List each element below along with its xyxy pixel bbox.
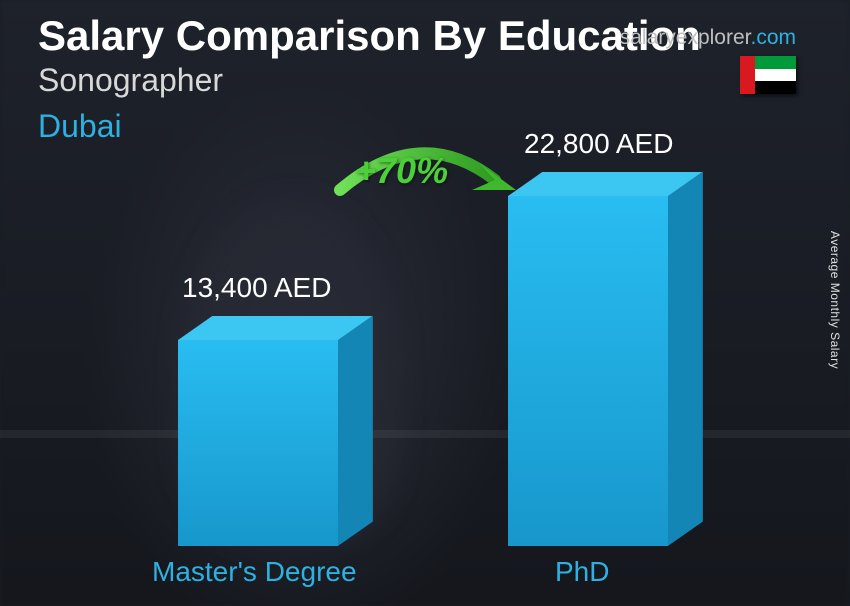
bar-front-face: [178, 340, 338, 546]
bar-chart: 13,400 AED Master's Degree 22,800 AED PhD: [0, 0, 850, 606]
chart-bar: [178, 340, 338, 546]
bar-top-face: [178, 316, 372, 340]
bar-front-face: [508, 196, 668, 546]
bar-category-label: Master's Degree: [152, 556, 357, 588]
bar-side-face: [668, 172, 703, 546]
bar-value-label: 22,800 AED: [524, 128, 673, 160]
chart-bar: [508, 196, 668, 546]
bar-side-face: [338, 316, 373, 546]
bar-value-label: 13,400 AED: [182, 272, 331, 304]
bar-category-label: PhD: [555, 556, 609, 588]
percentage-increase: +70%: [355, 150, 448, 192]
bar-top-face: [508, 172, 702, 196]
